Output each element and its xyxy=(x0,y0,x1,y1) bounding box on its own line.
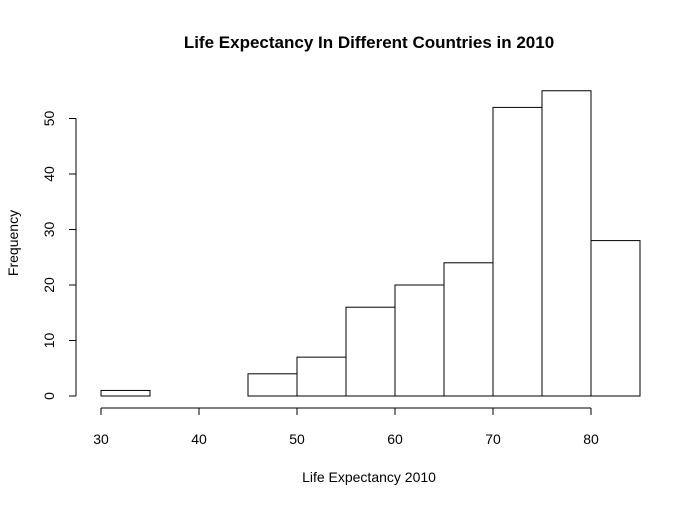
x-tick-label: 70 xyxy=(485,431,501,447)
x-tick-label: 50 xyxy=(289,431,305,447)
bars-group xyxy=(100,90,641,397)
x-tick-label: 40 xyxy=(191,431,207,447)
histogram-bar xyxy=(100,389,151,397)
y-axis: 0 10 20 30 40 50 xyxy=(41,111,77,400)
x-tick-label: 30 xyxy=(93,431,109,447)
y-tick-label: 10 xyxy=(41,333,57,349)
y-tick-label: 20 xyxy=(41,277,57,293)
histogram-bar xyxy=(394,284,445,397)
y-axis-label: Frequency xyxy=(5,210,21,276)
x-axis-label: Life Expectancy 2010 xyxy=(302,469,436,485)
y-tick-label: 0 xyxy=(41,392,57,400)
y-tick-label: 50 xyxy=(41,111,57,127)
histogram-bar xyxy=(492,106,543,397)
y-tick-label: 40 xyxy=(41,166,57,182)
x-axis: 30 40 50 60 70 80 xyxy=(93,407,599,447)
histogram-bar xyxy=(247,373,298,397)
chart-title: Life Expectancy In Different Countries i… xyxy=(184,33,554,52)
x-tick-label: 60 xyxy=(387,431,403,447)
histogram-bar xyxy=(541,90,592,397)
histogram-bar xyxy=(590,240,641,397)
x-tick-label: 80 xyxy=(583,431,599,447)
histogram-bar xyxy=(345,306,396,397)
histogram-bar xyxy=(296,356,347,397)
y-tick-label: 30 xyxy=(41,222,57,238)
histogram-bar xyxy=(443,262,494,397)
